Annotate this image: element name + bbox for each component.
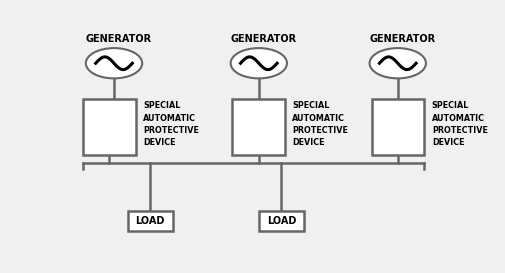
FancyBboxPatch shape — [372, 99, 424, 155]
Circle shape — [231, 48, 287, 78]
Text: LOAD: LOAD — [135, 216, 165, 226]
Text: GENERATOR: GENERATOR — [231, 34, 297, 44]
FancyBboxPatch shape — [128, 211, 173, 232]
FancyBboxPatch shape — [232, 99, 285, 155]
Text: SPECIAL
AUTOMATIC
PROTECTIVE
DEVICE: SPECIAL AUTOMATIC PROTECTIVE DEVICE — [143, 102, 199, 147]
Circle shape — [86, 48, 142, 78]
Text: GENERATOR: GENERATOR — [370, 34, 436, 44]
FancyBboxPatch shape — [83, 99, 135, 155]
Text: LOAD: LOAD — [267, 216, 296, 226]
Circle shape — [370, 48, 426, 78]
Text: GENERATOR: GENERATOR — [86, 34, 152, 44]
Text: SPECIAL
AUTOMATIC
PROTECTIVE
DEVICE: SPECIAL AUTOMATIC PROTECTIVE DEVICE — [292, 102, 348, 147]
FancyBboxPatch shape — [259, 211, 304, 232]
Text: SPECIAL
AUTOMATIC
PROTECTIVE
DEVICE: SPECIAL AUTOMATIC PROTECTIVE DEVICE — [432, 102, 488, 147]
